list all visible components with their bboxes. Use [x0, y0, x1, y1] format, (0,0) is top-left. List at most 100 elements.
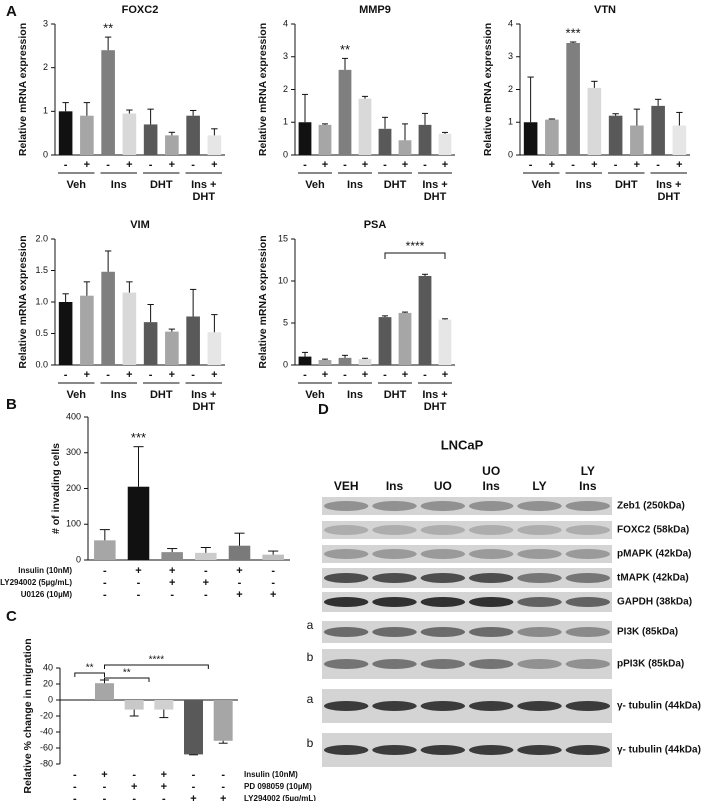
x-tick-label: -: [303, 159, 307, 171]
blot-band: [517, 525, 562, 535]
blot-band: [517, 597, 562, 607]
treatment-sign: -: [132, 793, 136, 801]
treatment-sign: +: [270, 589, 276, 601]
y-tick-label: 300: [66, 447, 81, 457]
x-tick-label: -: [191, 159, 195, 171]
lane-label: LY: [581, 464, 595, 478]
y-tick-label: -20: [40, 710, 53, 720]
group-label: Ins +: [191, 389, 216, 401]
x-tick-label: -: [383, 369, 387, 381]
chart-title: VTN: [594, 4, 616, 16]
blot-band: [468, 701, 514, 711]
y-tick-label: 4: [508, 18, 513, 28]
blot-band: [565, 573, 611, 583]
blot-band: [517, 701, 562, 711]
y-tick-label: 40: [43, 662, 53, 672]
y-tick-label: 0: [283, 149, 288, 159]
y-tick-label: -40: [40, 726, 53, 736]
x-tick-label: +: [442, 159, 448, 171]
treatment-sign: -: [103, 577, 107, 589]
bar: [587, 87, 602, 155]
y-tick-label: 1.5: [35, 265, 48, 275]
lane-label: LY: [532, 479, 546, 493]
blot-strip: [322, 689, 612, 723]
x-tick-label: +: [362, 159, 368, 171]
bracket: [74, 672, 105, 677]
bar: [438, 319, 452, 365]
blot-band: [517, 659, 562, 669]
treatment-label: Insulin (10nM): [18, 566, 72, 575]
treatment-sign: -: [271, 577, 275, 589]
blot-band: [517, 627, 562, 637]
x-tick-label: -: [149, 369, 153, 381]
x-tick-label: +: [362, 369, 368, 381]
bar: [122, 113, 137, 155]
bar: [378, 128, 392, 155]
y-tick-label: 5: [283, 317, 288, 327]
y-tick-label: 1.0: [35, 296, 48, 306]
y-tick-label: 3: [43, 18, 48, 28]
y-axis-label: Relative mRNA expression: [257, 23, 269, 156]
blot-row-label: γ- tubulin (44kDa): [617, 701, 701, 712]
group-label: Ins: [347, 179, 363, 191]
x-tick-label: +: [549, 159, 555, 171]
lane-label: Ins: [386, 479, 404, 493]
x-tick-label: -: [656, 159, 660, 171]
blot-band: [323, 525, 369, 535]
y-tick-label: 1: [43, 106, 48, 116]
bracket: [104, 677, 150, 682]
bar: [672, 125, 687, 155]
blot-band: [420, 573, 466, 583]
y-tick-label: 100: [66, 519, 81, 529]
blot-band: [468, 549, 514, 559]
group-label: DHT: [424, 191, 447, 203]
bracket: [104, 664, 209, 669]
y-tick-label: 0: [43, 149, 48, 159]
x-tick-label: +: [211, 159, 217, 171]
y-axis-label: Relative mRNA expression: [17, 235, 29, 368]
bar: [143, 322, 158, 365]
x-tick-label: -: [529, 159, 533, 171]
blot-band: [420, 525, 466, 535]
bar: [228, 545, 251, 560]
bar: [95, 683, 114, 700]
significance: **: [340, 42, 350, 57]
bar: [154, 700, 174, 710]
y-tick-label: 2: [283, 84, 288, 94]
bar: [358, 98, 372, 155]
group-label: Veh: [305, 389, 325, 401]
blot-band: [420, 501, 466, 511]
group-label: DHT: [615, 179, 638, 191]
chart-title: VIM: [130, 219, 150, 231]
treatment-sign: +: [190, 793, 196, 801]
y-tick-label: 200: [66, 483, 81, 493]
y-axis-label: Relative % change in migration: [22, 638, 34, 793]
group-label: DHT: [192, 401, 215, 413]
treatment-sign: -: [137, 589, 141, 601]
bar: [418, 124, 432, 155]
bar: [94, 540, 116, 560]
blot-band: [517, 745, 562, 755]
blot-band: [565, 549, 611, 559]
bar: [338, 357, 352, 365]
group-label: Ins +: [422, 389, 447, 401]
blot-row-label: tMAPK (42kDa): [617, 573, 689, 584]
bracket-label: **: [123, 668, 131, 679]
x-tick-label: -: [383, 159, 387, 171]
treatment-sign: -: [162, 793, 166, 801]
x-tick-label: +: [84, 369, 90, 381]
y-tick-label: 2: [508, 84, 513, 94]
x-tick-label: +: [676, 159, 682, 171]
blot-band: [517, 501, 562, 511]
treatment-sign: -: [221, 769, 225, 781]
bar: [124, 700, 144, 710]
treatment-sign: +: [169, 565, 175, 577]
treatment-sign: -: [73, 769, 77, 781]
bar: [630, 125, 644, 155]
blot-band: [420, 701, 466, 711]
treatment-sign: -: [103, 793, 107, 801]
group-label: DHT: [384, 389, 407, 401]
treatment-label: PD 098059 (10µM): [244, 782, 312, 791]
bar: [58, 302, 73, 365]
blot-strip: [322, 733, 612, 767]
